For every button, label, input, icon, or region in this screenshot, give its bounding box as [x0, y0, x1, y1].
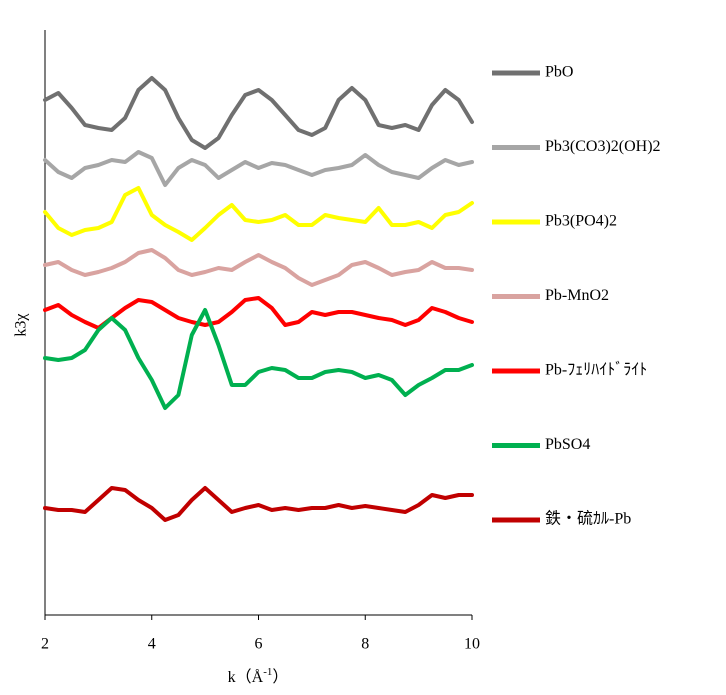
legend-label: Pb-ﾌｪﾘﾊｲﾄﾞﾗｲﾄ: [545, 361, 647, 379]
series-line: [43, 296, 474, 330]
legend-label: PbO: [545, 64, 573, 81]
y-axis-label: k3χ: [13, 313, 30, 337]
x-tick-label: 2: [41, 636, 49, 653]
x-tick-label: 8: [361, 636, 369, 653]
legend-label: Pb-MnO2: [545, 287, 609, 304]
series-line: [43, 248, 474, 287]
series-line: [43, 76, 474, 150]
x-axis-label: k（Å-1）: [228, 666, 289, 686]
x-label-end: ）: [272, 668, 288, 686]
series-line: [43, 150, 474, 187]
x-label-sup: -1: [263, 666, 272, 678]
series-line: [43, 486, 474, 522]
x-tick-label: 10: [464, 636, 480, 653]
legend-label: 鉄・硫ｶﾙ-Pb: [545, 510, 631, 528]
series-line: [43, 308, 474, 410]
series-line: [43, 186, 474, 242]
x-tick-label: 6: [255, 636, 263, 653]
x-tick-label: 4: [148, 636, 156, 653]
legend-label: PbSO4: [545, 436, 590, 453]
legend-label: Pb3(PO4)2: [545, 213, 617, 230]
legend-label: Pb3(CO3)2(OH)2: [545, 138, 661, 155]
x-label-text: k（Å: [228, 668, 264, 686]
